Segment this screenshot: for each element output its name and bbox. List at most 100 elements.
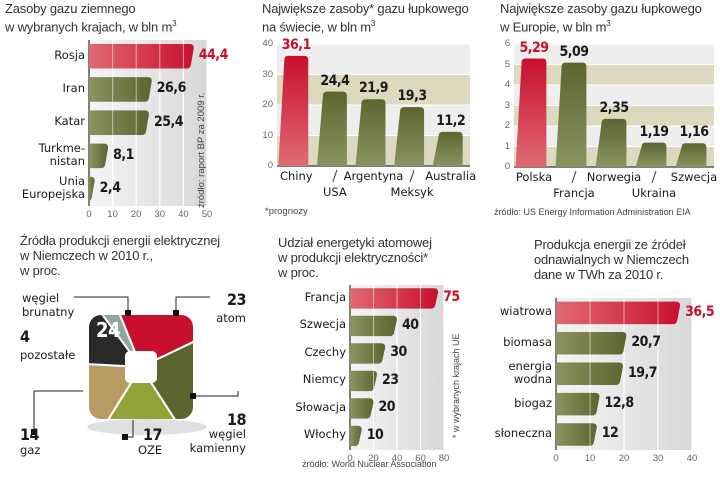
title-sup: 3 [172, 19, 177, 28]
category-label: biomasa [503, 334, 552, 349]
bar [675, 143, 707, 167]
title-line: Źródła produkcji energii elektrycznej [20, 233, 220, 248]
x-tick-label: 20 [618, 453, 630, 464]
label-divider [409, 169, 415, 183]
value-label: 24,4 [320, 72, 350, 89]
x-tick-label: 80 [438, 453, 450, 464]
value-label: 10 [366, 426, 384, 443]
slice-label: brunatny [22, 305, 75, 319]
category-label: Ukraina [631, 186, 677, 200]
bar [432, 131, 463, 166]
pie-slice [89, 365, 193, 419]
value-label: 30 [390, 344, 407, 361]
category-label: Chiny [279, 169, 313, 183]
value-label: 25,4 [153, 113, 184, 130]
category-label: Norwegia [586, 170, 642, 184]
bar [350, 425, 362, 447]
slice-label: OZE [138, 443, 163, 457]
title-line: odnawialnych w Niemczech [534, 252, 689, 267]
y-tick-label: 1 [504, 140, 510, 152]
x-tick-label: 0 [347, 453, 353, 464]
x-tick-label: 40 [686, 453, 698, 464]
slice-label: atom [216, 311, 246, 325]
bar [89, 43, 194, 69]
x-tick-label: 30 [154, 209, 166, 220]
pie-hole [125, 351, 157, 383]
leader-line [74, 296, 129, 313]
value-label: 8,1 [113, 146, 134, 163]
y-tick-label: 30 [262, 68, 273, 80]
x-tick-label: 20 [368, 453, 379, 464]
category-label: Argentyna [343, 169, 404, 183]
bar [556, 392, 600, 416]
x-tick-label: 50 [201, 209, 213, 220]
title-line: dane w TWh za 2010 r. [534, 267, 664, 282]
title-line: Produkcja energii ze źródeł [534, 237, 686, 252]
bar [555, 62, 587, 167]
chart-title: Produkcja energii ze źródeł odnawialnych… [534, 237, 689, 282]
y-tick-label: 2 [504, 120, 510, 131]
y-tick-label: 5 [504, 58, 510, 70]
bar [556, 423, 597, 446]
category-label: Australia [425, 169, 477, 183]
bar [595, 118, 627, 167]
value-label: 19,3 [397, 88, 428, 105]
bar [350, 398, 374, 419]
y-tick-label: 4 [504, 79, 510, 90]
title-line: Zasoby gazu ziemnego [5, 1, 136, 16]
pie-slice [89, 315, 142, 368]
bar [394, 107, 425, 166]
category-label: wodna [513, 371, 552, 386]
bar [556, 301, 681, 325]
source-note: źródło: US Energy Information Administra… [494, 207, 691, 217]
value-label: 23 [382, 371, 399, 388]
category-label: biogaz [514, 395, 552, 410]
value-label: 2,4 [99, 180, 121, 197]
x-tick-label: 20 [130, 209, 142, 220]
title-line: w proc. [278, 265, 319, 280]
x-tick-label: 40 [178, 209, 189, 220]
category-label: Francja [304, 289, 346, 304]
title-line: Największe zasoby* gazu łupkowego [262, 1, 469, 16]
slice-value: 24 [96, 318, 121, 342]
label-divider [571, 170, 577, 184]
category-label: Francja [553, 186, 595, 200]
chart-title: Największe zasoby* gazu łupkowego na świ… [262, 1, 469, 34]
y-tick-label: 3 [504, 99, 510, 111]
category-label: energia [508, 358, 552, 373]
slice-label: węgiel [22, 291, 60, 305]
title-line: w proc. [20, 263, 61, 278]
bar [355, 99, 386, 166]
slice-label: węgiel [208, 427, 246, 441]
bar [278, 55, 309, 166]
category-label: Czechy [304, 344, 346, 359]
bar [350, 288, 439, 309]
title-line: w wybranych krajach, w bln m [5, 19, 173, 35]
slice-label: kamienny [189, 441, 246, 455]
title-sup: 3 [370, 19, 376, 28]
category-label: USA [322, 185, 347, 199]
shadow [87, 419, 207, 435]
x-tick-label: 0 [86, 209, 92, 220]
value-label: 44,4 [198, 47, 229, 64]
category-label: Turkme- [38, 140, 85, 155]
bar [87, 176, 95, 202]
slice-value: 18 [226, 410, 247, 429]
category-label: Szwecja [299, 317, 346, 332]
slice-value: 4 [20, 327, 30, 346]
leader-marker [122, 434, 128, 440]
value-label: 40 [402, 316, 419, 333]
y-tick-label: 0 [267, 160, 273, 171]
x-tick-label: 30 [652, 453, 664, 464]
leader-line [193, 391, 239, 397]
bar [89, 110, 149, 135]
title-line: w Niemczech w 2010 r., [20, 248, 153, 263]
bar [89, 143, 109, 169]
category-label: Katar [54, 114, 85, 129]
bar [515, 58, 547, 167]
bar [350, 343, 386, 364]
value-label: 5,09 [559, 43, 589, 60]
x-tick-label: 10 [584, 453, 596, 464]
bar [316, 91, 347, 166]
bar [635, 142, 667, 167]
